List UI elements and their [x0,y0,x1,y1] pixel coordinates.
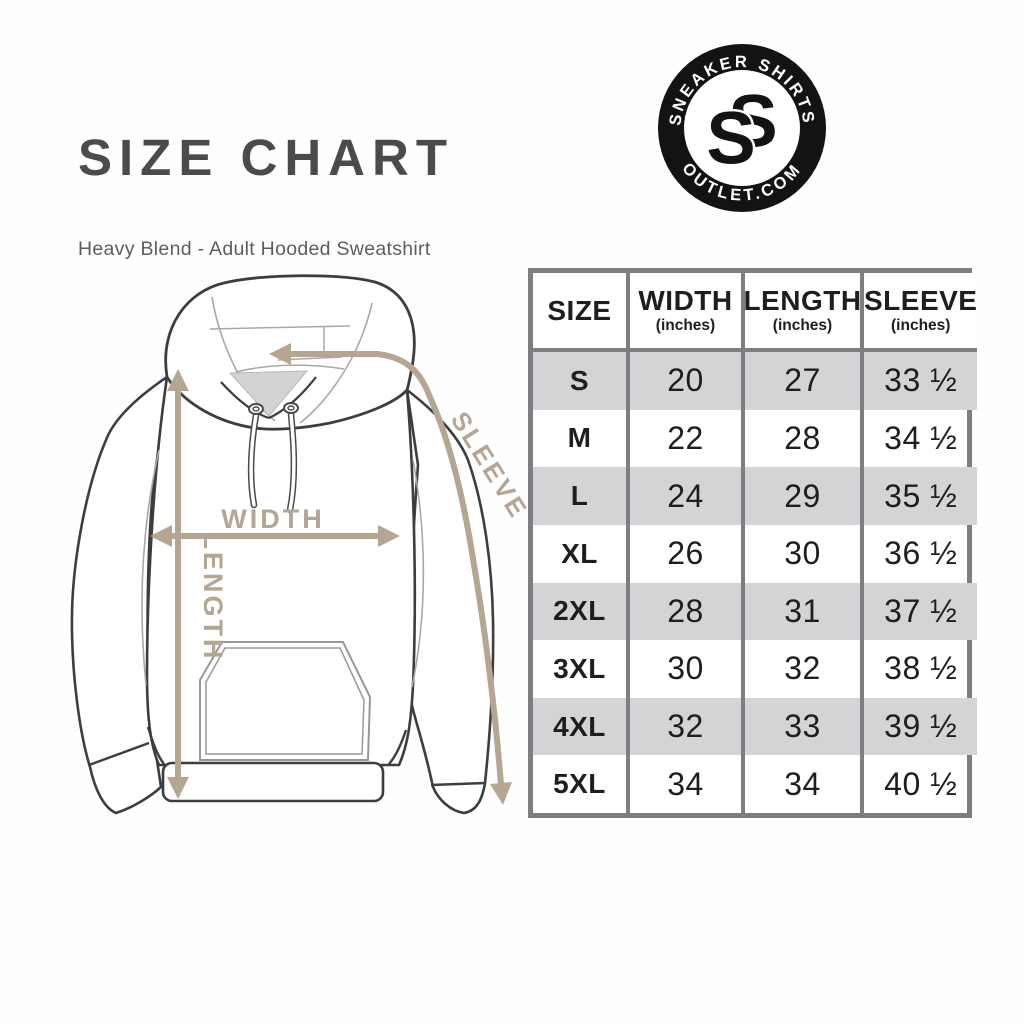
cell-M-sleeve: 34 ½ [860,409,977,468]
cell-2XL-length: 31 [741,582,860,641]
cell-5XL-sleeve: 40 ½ [860,755,977,813]
cell-4XL-width: 32 [626,697,741,756]
logo-inner-circle [684,70,800,186]
size-table: SIZE WIDTH (inches) LENGTH (inches) SLEEVE (in… [528,268,978,818]
eyelet-right-hole [287,405,295,411]
cell-4XL-sleeve: 39 ½ [860,697,978,756]
drawstring-right [288,412,296,512]
hood-line-1 [209,325,351,330]
width-label: WIDTH [221,504,324,534]
cuff-line-right [430,781,486,787]
armhole-seam-left [141,449,160,686]
cell-3XL-width: 30 [626,640,741,698]
cell-5XL-length: 34 [741,755,860,813]
column-header-size: SIZE [533,273,626,352]
hem-band [161,761,385,803]
cell-5XL-width: 34 [626,755,741,813]
cell-XL-width: 26 [626,524,741,583]
hood-opening-right [299,302,373,424]
neck-triangle [228,370,309,417]
cell-L-sleeve: 35 ½ [860,467,978,525]
cell-M-length: 28 [741,409,860,468]
hoodie-diagram: WIDTH LENGTH SLEEVE [70,274,530,815]
cell-S-sleeve: 33 ½ [860,352,978,410]
cell-L-size: L [533,467,626,525]
svg-text:S: S [706,97,755,180]
armhole-seam-right [411,459,425,688]
tuck-left [146,726,165,765]
tuck-right [388,729,408,765]
length-label: LENGTH [198,533,228,662]
kangaroo-pocket [199,641,372,761]
cell-L-width: 24 [626,467,741,525]
cell-2XL-width: 28 [626,582,741,641]
cell-2XL-sleeve: 37 ½ [860,582,978,641]
length-arrow [167,369,189,799]
page-title: SIZE CHART [78,129,454,186]
cell-M-width: 22 [626,409,741,468]
cell-XL-length: 30 [741,524,860,583]
cell-S-width: 20 [626,352,741,410]
column-header-sleeve: SLEEVE (inches) [860,273,978,352]
page-subtitle: Heavy Blend - Adult Hooded Sweatshirt [78,238,431,260]
width-arrow [150,525,400,547]
collar-curve [235,364,345,373]
cell-3XL-length: 32 [741,640,860,698]
cell-L-length: 29 [741,467,860,525]
cell-4XL-length: 33 [741,697,860,756]
column-header-width: WIDTH (inches) [626,273,741,352]
cell-XL-sleeve: 36 ½ [860,524,977,583]
kangaroo-pocket-inner-line [205,647,365,755]
cell-4XL-size: 4XL [533,697,626,756]
brand-logo-icon: SNEAKER SHIRTS OUTLET.COM S S [658,44,826,212]
cell-5XL-size: 5XL [553,768,606,800]
cell-XL-size: XL [561,537,598,569]
hood-drape-left [220,381,270,420]
svg-text:S: S [728,80,777,163]
drawstring-left [249,413,258,507]
cell-2XL-size: 2XL [533,582,626,641]
logo-monogram: S S [704,80,778,183]
sleeve-arrow [269,343,512,805]
cell-M-size: M [567,422,592,454]
cell-S-size: S [533,352,626,410]
eyelet-left-hole [252,406,260,412]
cuff-line-left [88,741,150,767]
cell-3XL-sleeve: 38 ½ [860,640,977,698]
cell-3XL-size: 3XL [553,652,606,684]
cell-S-length: 27 [741,352,860,410]
column-header-length: LENGTH (inches) [741,273,861,352]
